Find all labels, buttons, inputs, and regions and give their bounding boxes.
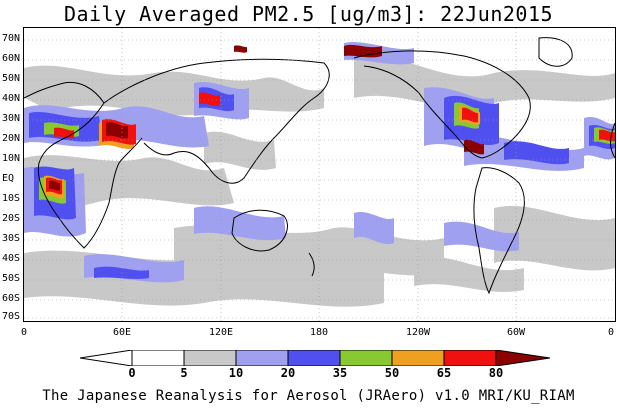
lat-label-10s: 10S: [2, 193, 21, 204]
colorbar-label-50: 50: [384, 366, 400, 380]
colorbar-bin-10-20: [235, 350, 289, 366]
gridlines: [24, 28, 615, 321]
lon-label-180: 180: [309, 327, 329, 338]
colorbar-bin-35-50: [339, 350, 393, 366]
lon-label-60w: 60W: [506, 327, 526, 338]
lat-label-70s: 70S: [2, 311, 21, 322]
map-title: Daily Averaged PM2.5 [ug/m3]: 22Jun2015: [63, 2, 554, 26]
colorbar: [80, 350, 550, 366]
colorbar-bin-20-35: [287, 350, 341, 366]
colorbar-bin-0-5: [131, 350, 185, 366]
lat-label-70n: 70N: [2, 33, 21, 44]
colorbar-label-20: 20: [280, 366, 296, 380]
lat-label-50s: 50S: [2, 273, 21, 284]
lat-label-30n: 30N: [2, 113, 21, 124]
lon-label-120e: 120E: [208, 327, 234, 338]
lat-label-60s: 60S: [2, 293, 21, 304]
colorbar-bin-65-80: [443, 350, 497, 366]
lat-label-60n: 60N: [2, 53, 21, 64]
colorbar-label-5: 5: [180, 366, 188, 380]
lat-label-30s: 30S: [2, 233, 21, 244]
colorbar-label-0: 0: [128, 366, 136, 380]
colorbar-bin-5-10: [183, 350, 237, 366]
colorbar-arrow-left: [80, 350, 133, 366]
map-area: [23, 27, 616, 322]
colorbar-label-65: 65: [436, 366, 452, 380]
lat-label-eq: EQ: [2, 173, 15, 184]
lat-label-40s: 40S: [2, 253, 21, 264]
colorbar-label-10: 10: [228, 366, 244, 380]
lat-label-20s: 20S: [2, 213, 21, 224]
footer-credit: The Japanese Reanalysis for Aerosol (JRA…: [42, 388, 575, 404]
colorbar-arrow-right: [495, 350, 550, 366]
lat-label-50n: 50N: [2, 73, 21, 84]
colorbar-bin-50-65: [391, 350, 445, 366]
colorbar-label-35: 35: [332, 366, 348, 380]
lon-label-120w: 120W: [405, 327, 431, 338]
pm25-map: [24, 28, 615, 321]
lon-label-0: 0: [20, 327, 28, 338]
lat-label-40n: 40N: [2, 93, 21, 104]
lon-label-60e: 60E: [112, 327, 132, 338]
lat-label-10n: 10N: [2, 153, 21, 164]
lat-label-20n: 20N: [2, 133, 21, 144]
coastlines: [24, 37, 615, 295]
lon-label-0-right: 0: [607, 327, 615, 338]
colorbar-label-80: 80: [488, 366, 504, 380]
